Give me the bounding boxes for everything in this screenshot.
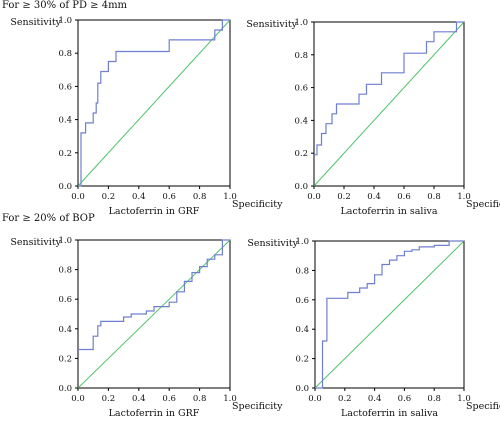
section-title-pd: For ≥ 30% of PD ≥ 4mm <box>2 0 128 11</box>
plot-frame <box>77 239 231 389</box>
x-axis-end-label: Specificity <box>232 401 283 412</box>
x-tick-label: 0.8 <box>427 394 441 404</box>
x-tick-label: 0.4 <box>368 394 382 404</box>
x-tick-label: 0.2 <box>102 394 116 404</box>
x-axis-label: Lactoferrin in GRF <box>109 206 200 217</box>
y-tick-label: 0.8 <box>295 266 309 276</box>
y-tick-label: 0.0 <box>58 384 72 394</box>
y-tick-label: 0.2 <box>58 354 72 364</box>
roc-chart-bop-saliva: 0.0 0.2 0.4 0.6 0.8 1.00.00.20.40.60.81.0Sens… <box>247 237 500 419</box>
x-tick-label: 0.6 <box>398 394 412 404</box>
y-tick-label: 1.0 <box>294 18 308 28</box>
x-tick-label: 1.0 <box>223 394 237 404</box>
x-axis-end-label: Specificity <box>232 199 283 210</box>
roc-chart-pd-grf: 0.0 0.2 0.4 0.6 0.8 1.00.00.20.40.60.81.0Sens… <box>10 16 283 217</box>
plot-frame <box>77 19 231 187</box>
x-axis-label: Lactoferrin in saliva <box>341 408 438 419</box>
x-tick-label: 0.0 <box>308 394 322 404</box>
x-tick-label: 0.6 <box>397 192 411 202</box>
roc-curve-series-0 <box>314 21 464 156</box>
x-tick-label: 0.6 <box>162 394 176 404</box>
x-tick-label: 1.0 <box>457 394 471 404</box>
reference-diagonal <box>77 239 231 389</box>
x-tick-label: 0.8 <box>193 394 207 404</box>
y-tick-label: 0.2 <box>58 149 72 159</box>
x-tick-label: 0.2 <box>102 192 116 202</box>
roc-chart-bop-grf: 0.0 0.2 0.4 0.6 0.8 1.00.00.20.40.60.81.0Sens… <box>10 236 283 419</box>
section-title-bop: For ≥ 20% of BOP <box>2 213 95 224</box>
y-tick-label: 1.0 <box>295 237 309 247</box>
y-tick-label: 0.0 <box>294 182 308 192</box>
y-tick-label: 0.0 <box>58 182 72 192</box>
x-tick-label: 0.0 <box>71 394 85 404</box>
reference-diagonal <box>313 21 465 187</box>
x-tick-label: 0.4 <box>132 192 146 202</box>
y-axis-label: Sensitivity <box>10 17 61 28</box>
y-tick-label: 0.8 <box>294 51 308 61</box>
x-tick-label: 0.2 <box>337 192 351 202</box>
roc-curve-series-0 <box>315 240 464 389</box>
x-tick-label: 0.2 <box>338 394 352 404</box>
y-tick-label: 0.6 <box>295 296 309 306</box>
y-tick-label: 0.4 <box>295 325 309 335</box>
x-tick-label: 0.0 <box>307 192 321 202</box>
x-tick-label: 0.8 <box>193 192 207 202</box>
roc-curve-series-0 <box>78 239 230 351</box>
y-tick-label: 0.4 <box>58 116 72 126</box>
y-tick-label: 0.6 <box>294 84 308 94</box>
reference-diagonal <box>314 240 465 389</box>
plot-frame <box>314 240 465 389</box>
y-tick-label: 0.4 <box>294 116 308 126</box>
x-axis-end-label: Specificity <box>466 199 500 210</box>
y-tick-label: 1.0 <box>58 236 72 246</box>
x-tick-label: 1.0 <box>223 192 237 202</box>
roc-curve-series-0 <box>78 19 230 187</box>
y-tick-label: 0.0 <box>295 384 309 394</box>
x-tick-label: 0.6 <box>162 192 176 202</box>
x-axis-label: Lactoferrin in saliva <box>340 206 437 217</box>
x-tick-label: 0.4 <box>367 192 381 202</box>
roc-chart-pd-saliva: 0.0 0.2 0.4 0.6 0.8 1.00.00.20.40.60.81.0Sens… <box>246 18 500 217</box>
y-tick-label: 0.8 <box>58 266 72 276</box>
x-tick-label: 0.0 <box>71 192 85 202</box>
y-tick-label: 0.4 <box>58 325 72 335</box>
y-tick-label: 0.6 <box>58 295 72 305</box>
y-tick-label: 1.0 <box>58 16 72 26</box>
y-axis-label: Sensitivity <box>247 238 298 249</box>
plot-frame <box>313 21 465 187</box>
x-axis-label: Lactoferrin in GRF <box>109 408 200 419</box>
y-tick-label: 0.8 <box>58 49 72 59</box>
y-tick-label: 0.6 <box>58 82 72 92</box>
y-tick-label: 0.2 <box>295 355 309 365</box>
x-axis-end-label: Specificity <box>466 401 500 412</box>
y-axis-label: Sensitivity <box>246 19 297 30</box>
reference-diagonal <box>77 19 231 187</box>
y-axis-label: Sensitivity <box>10 237 61 248</box>
x-tick-label: 0.4 <box>132 394 146 404</box>
y-tick-label: 0.2 <box>294 149 308 159</box>
x-tick-label: 1.0 <box>457 192 471 202</box>
x-tick-label: 0.8 <box>427 192 441 202</box>
